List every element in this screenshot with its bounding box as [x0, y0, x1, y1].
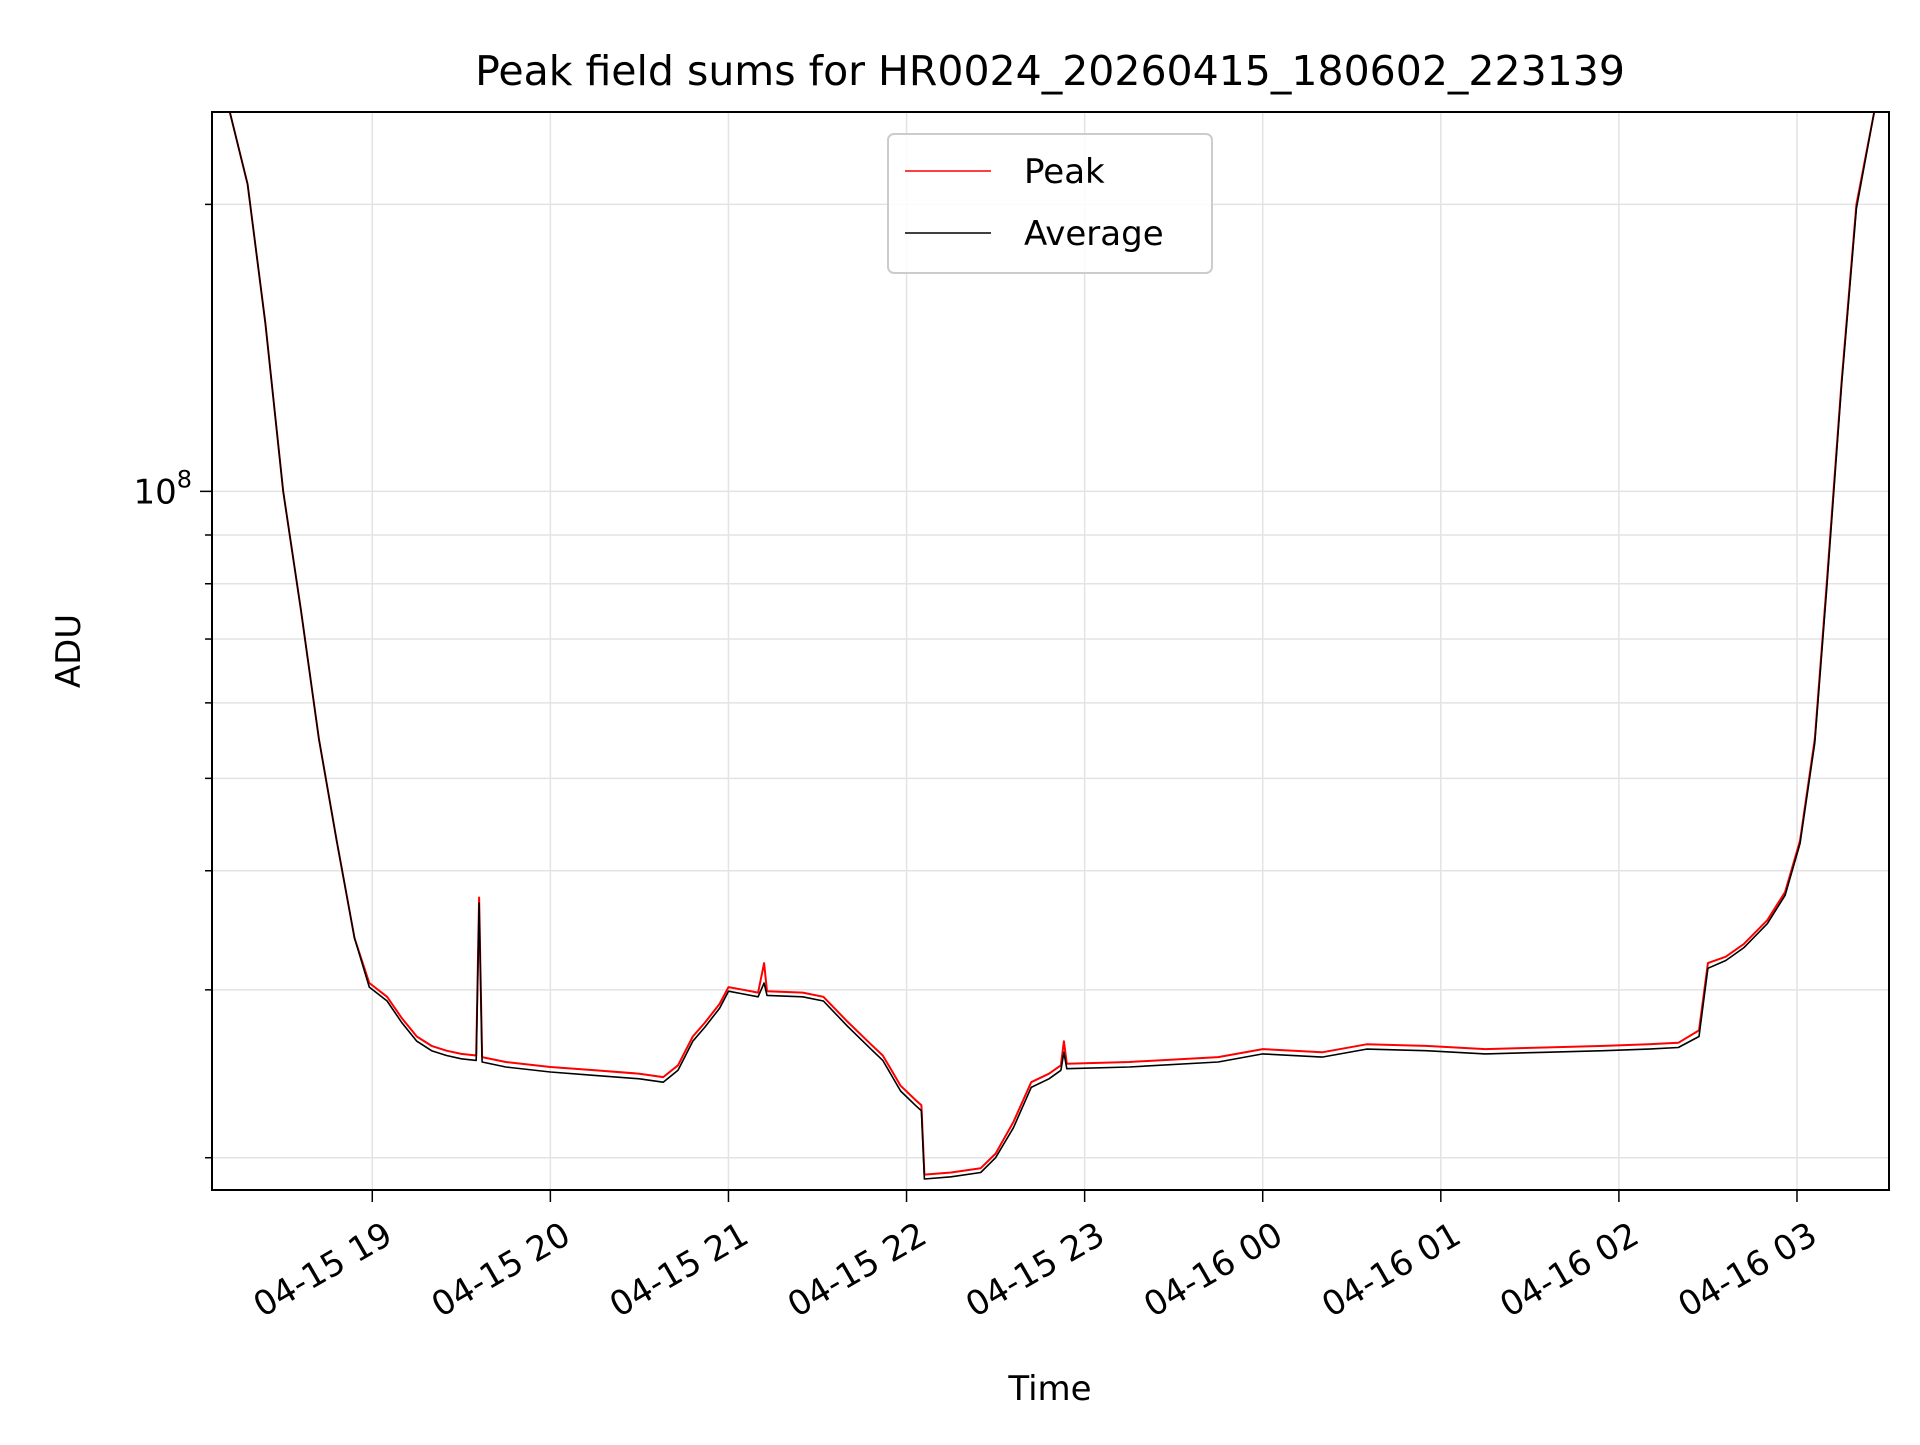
- y-tick-label: 108: [133, 465, 192, 512]
- grid-layer: [212, 112, 1889, 1190]
- y-tick-label-exponent: 8: [177, 465, 192, 493]
- legend-box: [887, 133, 1213, 274]
- y-axis-label: ADU: [49, 614, 89, 688]
- legend: Peak Average: [887, 133, 1213, 274]
- series-layer: [212, 112, 1889, 1180]
- legend-label-average: Average: [1024, 214, 1164, 254]
- plot-frame: [211, 111, 1890, 1191]
- series-line-peak: [212, 112, 1889, 1176]
- series-line-average: [212, 112, 1889, 1180]
- chart-title: Peak field sums for HR0024_20260415_1806…: [475, 47, 1625, 95]
- y-tick-label-base: 10: [133, 472, 176, 512]
- x-axis-label: Time: [1007, 1369, 1091, 1409]
- legend-label-peak: Peak: [1024, 152, 1105, 192]
